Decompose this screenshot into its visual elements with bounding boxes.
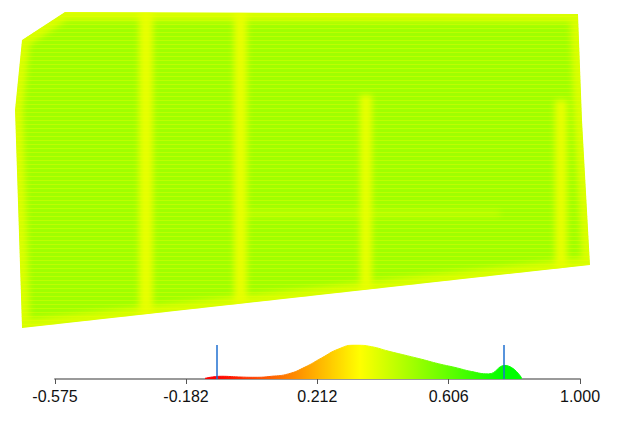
- svg-text:0.606: 0.606: [429, 388, 469, 405]
- svg-text:0.212: 0.212: [297, 388, 337, 405]
- svg-text:-0.182: -0.182: [163, 388, 208, 405]
- svg-text:-0.575: -0.575: [32, 388, 77, 405]
- svg-text:1.000: 1.000: [560, 388, 600, 405]
